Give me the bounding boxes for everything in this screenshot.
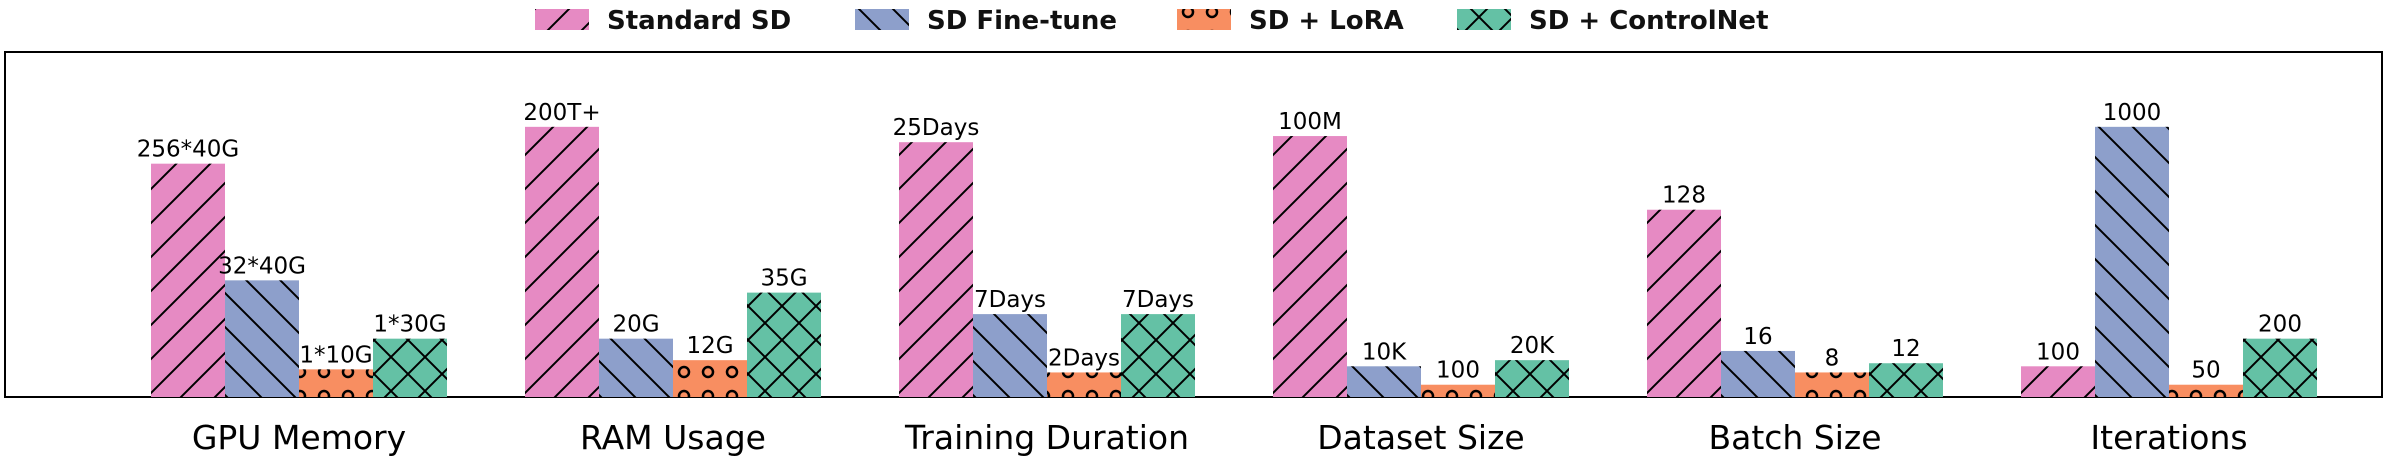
- value-label-sd-lora-batch-size: 8: [1825, 345, 1840, 371]
- value-label-sd-controlnet-ram-usage: 35G: [760, 266, 807, 292]
- value-label-sd-controlnet-training-duration: 7Days: [1122, 287, 1194, 313]
- value-label-sd-lora-ram-usage: 12G: [686, 333, 733, 359]
- legend-swatch-hatch-sd-fine-tune: [855, 9, 909, 30]
- bar-hatch-sd-fine-tune-gpu-memory: [225, 280, 299, 397]
- bar-hatch-standard-sd-dataset-size: [1273, 136, 1347, 398]
- category-label-iterations: Iterations: [2090, 418, 2247, 457]
- bar-hatch-sd-controlnet-gpu-memory: [373, 338, 447, 397]
- legend-item-sd-fine-tune: SD Fine-tune: [855, 6, 1117, 36]
- bars-layer: [151, 126, 2317, 398]
- legend-item-standard-sd: Standard SD: [535, 6, 791, 36]
- bar-hatch-standard-sd-training-duration: [899, 142, 973, 397]
- bar-hatch-sd-fine-tune-dataset-size: [1347, 366, 1421, 397]
- value-label-sd-lora-gpu-memory: 1*10G: [299, 342, 372, 368]
- legend-label-sd-fine-tune: SD Fine-tune: [927, 6, 1117, 36]
- legend-label-sd-controlnet: SD + ControlNet: [1529, 6, 1769, 36]
- bar-hatch-sd-controlnet-ram-usage: [747, 292, 821, 397]
- category-label-training-duration: Training Duration: [904, 418, 1189, 457]
- bar-hatch-sd-controlnet-batch-size: [1869, 363, 1943, 397]
- legend-item-sd-lora: SD + LoRA: [1177, 6, 1404, 36]
- value-label-standard-sd-training-duration: 25Days: [893, 115, 980, 141]
- category-labels-layer: GPU Memory RAM Usage Training Duration Data…: [192, 418, 2248, 457]
- legend-item-sd-controlnet: SD + ControlNet: [1457, 6, 1769, 36]
- bar-hatch-sd-controlnet-training-duration: [1121, 314, 1195, 397]
- bar-hatch-sd-fine-tune-training-duration: [973, 314, 1047, 397]
- value-label-sd-fine-tune-gpu-memory: 32*40G: [218, 253, 306, 279]
- value-label-sd-fine-tune-training-duration: 7Days: [974, 287, 1046, 313]
- value-label-standard-sd-dataset-size: 100M: [1278, 109, 1342, 135]
- value-label-sd-fine-tune-dataset-size: 10K: [1362, 339, 1407, 365]
- bar-hatch-sd-lora-training-duration: [1047, 372, 1121, 397]
- legend-swatch-hatch-sd-controlnet: [1457, 9, 1511, 30]
- bar-hatch-sd-fine-tune-iterations: [2095, 126, 2169, 397]
- value-label-standard-sd-ram-usage: 200T+: [523, 100, 600, 126]
- category-label-batch-size: Batch Size: [1708, 418, 1881, 457]
- bar-hatch-sd-lora-batch-size: [1795, 372, 1869, 397]
- legend: Standard SD SD Fine-tune SD + LoRA SD + Con…: [535, 6, 1769, 36]
- category-label-dataset-size: Dataset Size: [1317, 418, 1524, 457]
- value-label-standard-sd-batch-size: 128: [1662, 183, 1706, 209]
- value-label-sd-lora-training-duration: 2Days: [1048, 345, 1120, 371]
- value-label-sd-fine-tune-batch-size: 16: [1743, 324, 1772, 350]
- bar-hatch-standard-sd-ram-usage: [525, 126, 599, 397]
- bar-hatch-sd-lora-ram-usage: [673, 360, 747, 397]
- legend-swatch-hatch-sd-lora: [1177, 9, 1231, 30]
- legend-swatch-hatch-standard-sd: [535, 9, 589, 30]
- value-label-sd-controlnet-dataset-size: 20K: [1510, 333, 1555, 359]
- value-label-sd-fine-tune-ram-usage: 20G: [612, 312, 659, 338]
- value-label-sd-fine-tune-iterations: 1000: [2103, 100, 2162, 126]
- bar-hatch-sd-controlnet-dataset-size: [1495, 360, 1569, 397]
- bar-hatch-sd-fine-tune-batch-size: [1721, 350, 1795, 397]
- bar-hatch-standard-sd-iterations: [2021, 366, 2095, 397]
- bar-hatch-sd-lora-dataset-size: [1421, 384, 1495, 397]
- bar-hatch-sd-fine-tune-ram-usage: [599, 338, 673, 397]
- bar-hatch-sd-controlnet-iterations: [2243, 338, 2317, 397]
- value-label-sd-controlnet-gpu-memory: 1*30G: [373, 312, 446, 338]
- bar-hatch-sd-lora-gpu-memory: [299, 369, 373, 397]
- value-label-standard-sd-gpu-memory: 256*40G: [137, 137, 240, 163]
- legend-label-standard-sd: Standard SD: [607, 6, 791, 36]
- legend-label-sd-lora: SD + LoRA: [1249, 6, 1404, 36]
- value-label-sd-lora-dataset-size: 100: [1436, 358, 1480, 384]
- value-label-sd-controlnet-iterations: 200: [2258, 312, 2302, 338]
- bar-hatch-sd-lora-iterations: [2169, 384, 2243, 397]
- category-label-ram-usage: RAM Usage: [580, 418, 766, 457]
- value-label-standard-sd-iterations: 100: [2036, 339, 2080, 365]
- value-label-sd-controlnet-batch-size: 12: [1891, 336, 1920, 362]
- value-label-sd-lora-iterations: 50: [2191, 358, 2220, 384]
- bar-hatch-standard-sd-batch-size: [1647, 209, 1721, 397]
- category-label-gpu-memory: GPU Memory: [192, 418, 406, 457]
- bar-hatch-standard-sd-gpu-memory: [151, 163, 225, 397]
